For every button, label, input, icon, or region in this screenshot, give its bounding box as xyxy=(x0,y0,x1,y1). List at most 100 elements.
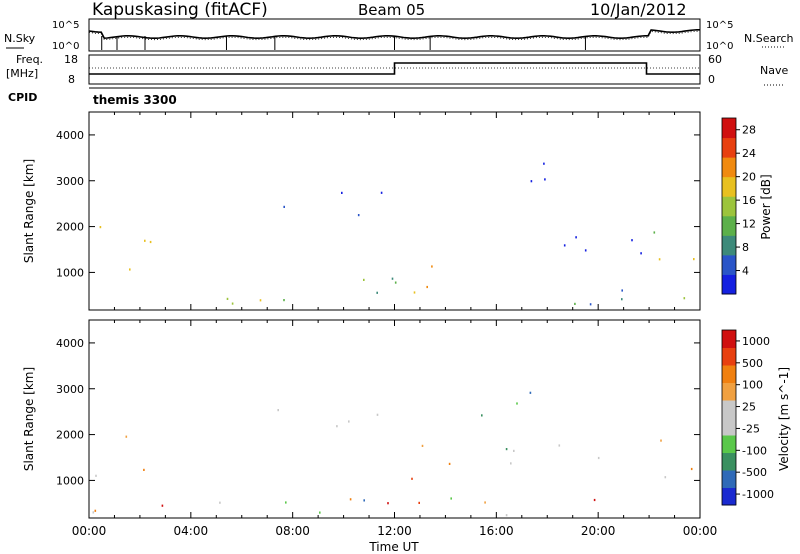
data-cell xyxy=(544,178,546,181)
x-tick-label-4: 16:00 xyxy=(479,524,514,538)
data-cell xyxy=(505,514,508,517)
freq-label: Freq. xyxy=(16,53,43,66)
station-title: Kapuskasing (fitACF) xyxy=(92,0,268,20)
colorbar-swatch-7 xyxy=(722,365,736,383)
data-cell xyxy=(285,501,287,504)
velocity-colorbar: 1000 500 100 25 -25 -100 -500 -1000 Velocity [m… xyxy=(721,329,791,506)
data-cell xyxy=(219,501,221,504)
data-cell xyxy=(341,191,343,194)
colorbar-swatch-4 xyxy=(722,196,736,217)
x-tick-label-5: 20:00 xyxy=(581,524,616,538)
colorbar-tick-label-3: 25 xyxy=(742,401,756,414)
freq-unit: [MHz] xyxy=(6,67,38,80)
data-cell xyxy=(558,444,561,447)
y-tick-label-0: 1000 xyxy=(56,474,84,487)
data-cell xyxy=(363,278,365,281)
data-cell xyxy=(421,444,424,447)
colorbar-tick-label-2: 12 xyxy=(742,218,756,231)
data-cell xyxy=(448,462,451,465)
data-cell xyxy=(593,498,596,502)
power-y-axis: 1000 2000 3000 4000 xyxy=(56,129,700,279)
colorbar-tick-label-7: -1000 xyxy=(742,488,774,501)
colorbar-swatch-3 xyxy=(722,215,736,236)
data-cell xyxy=(631,239,633,242)
data-cell xyxy=(690,467,693,471)
data-cell xyxy=(426,285,428,289)
colorbar-tick-label-6: 28 xyxy=(742,124,756,137)
data-cell xyxy=(357,214,360,217)
data-cell xyxy=(529,391,532,394)
data-cell xyxy=(418,501,420,504)
data-cell xyxy=(653,231,656,234)
data-cell xyxy=(376,291,378,294)
colorbar-tick-label-1: 8 xyxy=(742,241,749,254)
data-cell xyxy=(484,501,486,504)
freq-frame xyxy=(88,54,701,85)
data-cell xyxy=(349,498,352,501)
data-cell xyxy=(543,162,545,165)
velocity-colorbar-ticks: 1000 500 100 25 -25 -100 -500 -1000 xyxy=(736,335,774,501)
data-cell xyxy=(129,268,131,271)
power-x-axis xyxy=(88,112,701,310)
data-cell xyxy=(513,449,515,452)
data-cell xyxy=(575,236,577,239)
power-colorbar-frame xyxy=(721,117,737,295)
y-tick-label-3: 4000 xyxy=(56,337,84,350)
y-tick-label-3: 4000 xyxy=(56,129,84,142)
x-tick-label-2: 08:00 xyxy=(275,524,310,538)
nsearch-tick-bottom: 10^0 xyxy=(706,41,733,52)
colorbar-swatch-6 xyxy=(722,157,736,178)
colorbar-swatch-3 xyxy=(722,435,736,453)
data-cell xyxy=(391,277,394,280)
power-colorbar-ticks: 4 8 12 16 20 24 28 xyxy=(736,124,756,278)
data-cell xyxy=(394,281,397,284)
data-cell xyxy=(589,303,592,306)
data-cell xyxy=(143,468,145,471)
data-cell xyxy=(380,191,383,194)
colorbar-tick-label-0: 4 xyxy=(742,265,749,278)
data-cell xyxy=(144,239,146,242)
colorbar-tick-label-3: 16 xyxy=(742,194,756,207)
nave-tick-bottom: 0 xyxy=(708,73,715,86)
data-cell xyxy=(99,226,102,229)
colorbar-swatch-2 xyxy=(722,235,736,256)
data-cell xyxy=(621,289,623,292)
data-cell xyxy=(683,297,686,300)
x-tick-label-1: 04:00 xyxy=(174,524,209,538)
data-cell xyxy=(693,258,695,261)
freq-line xyxy=(89,62,700,75)
data-cell xyxy=(94,509,97,512)
nsky-tick-top: 10^5 xyxy=(52,20,79,31)
data-cell xyxy=(664,476,667,479)
data-cell xyxy=(149,240,152,244)
nsky-spikes xyxy=(101,36,586,50)
colorbar-tick-label-5: 24 xyxy=(742,147,756,160)
data-cell xyxy=(660,439,662,442)
data-cell xyxy=(621,298,623,301)
data-cell xyxy=(125,435,128,438)
data-cell xyxy=(481,414,483,417)
velocity-x-axis: 00:00 04:00 08:00 12:00 16:00 20:00 00:00 xyxy=(72,320,718,538)
data-cell xyxy=(431,265,433,268)
power-plot-bg xyxy=(89,112,700,310)
colorbar-tick-label-6: -500 xyxy=(742,466,767,479)
y-tick-label-2: 3000 xyxy=(56,175,84,188)
power-ylabel: Slant Range [km] xyxy=(22,159,36,263)
data-cell xyxy=(450,497,452,500)
data-cell xyxy=(413,291,416,294)
data-cell xyxy=(563,244,566,247)
power-cells xyxy=(99,162,695,306)
data-cell xyxy=(376,413,379,416)
y-tick-label-0: 1000 xyxy=(56,266,84,279)
data-cell xyxy=(259,299,262,302)
data-cell xyxy=(92,511,95,514)
freq-tick-top: 18 xyxy=(64,53,78,66)
data-cell xyxy=(505,448,508,451)
y-tick-label-1: 2000 xyxy=(56,221,84,234)
data-cell xyxy=(510,462,512,465)
colorbar-swatch-0 xyxy=(722,274,736,295)
data-cell xyxy=(640,252,642,255)
power-panel: 1000 2000 3000 4000 Slant Range [km] xyxy=(22,111,701,311)
x-tick-label-6: 00:00 xyxy=(683,524,718,538)
